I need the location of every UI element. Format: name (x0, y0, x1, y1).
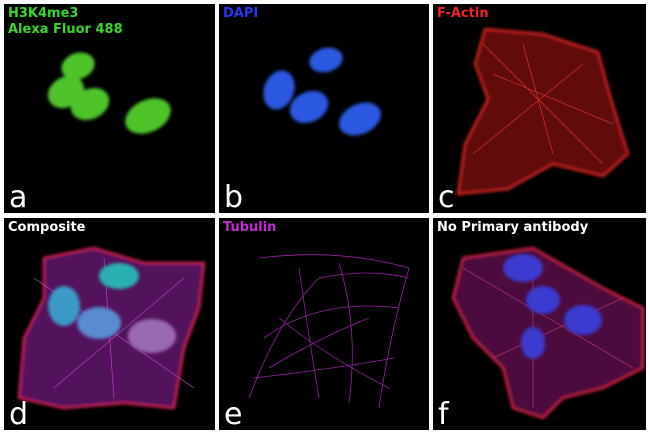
texture (70, 87, 110, 121)
texture (309, 47, 343, 73)
texture (462, 267, 634, 369)
texture (268, 317, 370, 369)
panel-title: Composite (8, 220, 85, 236)
micrograph (263, 47, 381, 136)
title-line: H3K4me3 (8, 6, 79, 21)
panel: H3K4me3 Alexa Fluor 488 a (4, 4, 215, 213)
texture (289, 90, 329, 124)
texture (503, 254, 602, 359)
texture (522, 43, 554, 155)
micrograph (456, 27, 630, 196)
texture (472, 63, 584, 155)
panel: No Primary antibody f (433, 218, 646, 430)
texture (263, 47, 381, 136)
texture (492, 73, 614, 125)
panel-title: Tubulin (223, 220, 276, 236)
texture (48, 286, 80, 326)
title-line: No Primary antibody (437, 220, 589, 235)
texture (128, 319, 176, 353)
title-line: Alexa Fluor 488 (8, 22, 123, 37)
texture (456, 27, 630, 196)
panel-letter: d (9, 397, 29, 431)
panel-title: DAPI (223, 6, 258, 22)
texture (263, 70, 295, 110)
texture (564, 305, 602, 335)
texture (99, 263, 139, 289)
texture (61, 52, 95, 80)
panel: F-Actin c (433, 4, 646, 213)
texture (338, 262, 353, 404)
panel-letter: a (9, 180, 28, 214)
panel-title: H3K4me3 Alexa Fluor 488 (8, 6, 123, 38)
panel-letter: e (224, 397, 243, 431)
texture (53, 277, 185, 389)
texture (521, 327, 545, 359)
title-line: DAPI (223, 6, 259, 21)
title-line: Tubulin (223, 220, 277, 235)
panel: DAPI b (219, 4, 429, 213)
texture (263, 305, 400, 339)
texture (47, 52, 171, 134)
panel-letter: b (224, 180, 244, 214)
texture (48, 263, 176, 353)
panel-letter: c (438, 180, 455, 214)
title-line: F-Actin (437, 6, 489, 21)
texture (492, 297, 624, 359)
texture (125, 98, 171, 134)
panel-letter: f (438, 397, 449, 431)
texture (526, 286, 560, 314)
micrograph (47, 52, 171, 134)
panel-title: F-Actin (437, 6, 489, 22)
texture (278, 317, 390, 389)
title-line: Composite (8, 220, 86, 235)
texture (503, 254, 543, 282)
texture (258, 254, 410, 409)
texture (482, 43, 604, 165)
texture (77, 307, 121, 339)
panel-title: No Primary antibody (437, 220, 588, 236)
texture (248, 272, 410, 399)
texture (248, 254, 410, 409)
micrograph (17, 246, 206, 410)
texture (339, 102, 381, 136)
micrograph (248, 254, 410, 409)
panel: Tubulin e (219, 218, 429, 430)
texture (298, 267, 320, 399)
micrograph (451, 246, 644, 420)
texture (472, 43, 614, 165)
texture (253, 357, 395, 379)
panel: Composite d (4, 218, 215, 430)
